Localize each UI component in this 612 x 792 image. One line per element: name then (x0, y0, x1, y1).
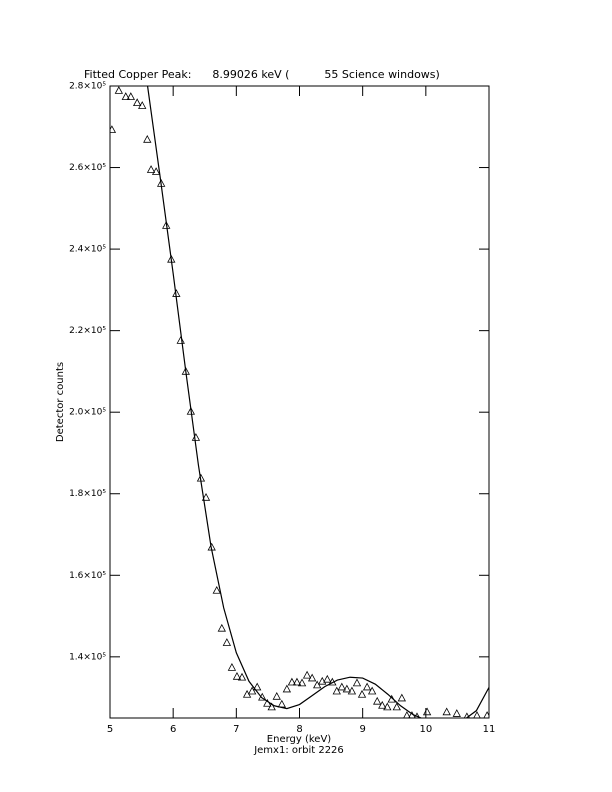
data-point (383, 702, 392, 711)
data-point (352, 678, 362, 687)
data-point (473, 711, 481, 718)
y-tick-label: 2.4×10⁵ (69, 245, 106, 255)
x-tick-label: 5 (107, 724, 113, 735)
data-point (483, 711, 489, 718)
data-point (253, 682, 262, 691)
x-axis-label: Energy (keV) (267, 734, 332, 745)
data-point (217, 623, 226, 632)
y-tick-label: 2.0×10⁵ (69, 408, 106, 418)
data-point (143, 134, 152, 143)
data-point (237, 672, 247, 681)
data-point (332, 686, 341, 695)
data-point (212, 585, 221, 594)
x-tick-label: 7 (233, 724, 239, 735)
data-point (277, 699, 286, 708)
y-axis-label: Detector counts (55, 362, 66, 442)
data-point (442, 707, 451, 716)
y-tick-label: 2.6×10⁵ (69, 163, 106, 173)
data-point (397, 693, 406, 702)
data-point (114, 86, 124, 94)
data-point (452, 709, 461, 717)
data-point (422, 707, 432, 716)
x-tick-label: 10 (419, 724, 432, 735)
data-point (121, 92, 130, 100)
plot-area (110, 86, 489, 718)
data-point (297, 678, 307, 687)
data-point (110, 125, 117, 133)
data-point (138, 101, 147, 109)
data-point (272, 691, 281, 700)
data-point (132, 98, 142, 107)
plot-frame (109, 85, 490, 719)
data-point (323, 674, 332, 683)
data-point (287, 677, 297, 686)
data-point (232, 671, 242, 680)
fit-line (146, 86, 489, 718)
x-tick-label: 6 (170, 724, 176, 735)
x-tick-label: 11 (483, 724, 496, 735)
data-point (387, 694, 396, 703)
data-point (267, 702, 276, 711)
chart-title: Fitted Copper Peak: 8.99026 keV ( 55 Sci… (84, 68, 440, 81)
y-tick-label: 1.8×10⁵ (69, 489, 106, 499)
y-tick-label: 1.6×10⁵ (69, 571, 106, 581)
y-tick-label: 1.4×10⁵ (69, 652, 106, 662)
data-point (126, 92, 136, 100)
x-tick-label: 8 (296, 724, 302, 735)
subtitle: Jemx1: orbit 2226 (253, 745, 344, 756)
x-tick-label: 9 (359, 724, 365, 735)
data-point (302, 670, 312, 679)
data-point (247, 686, 257, 695)
data-point (318, 676, 327, 685)
data-point (151, 167, 161, 175)
data-point (373, 696, 382, 705)
data-point (191, 433, 201, 441)
data-point (222, 638, 232, 646)
data-point (176, 335, 185, 344)
data-point (292, 677, 302, 686)
y-tick-label: 2.2×10⁵ (69, 326, 106, 336)
y-tick-label: 2.8×10⁵ (69, 82, 106, 92)
data-point (362, 682, 372, 691)
data-point (162, 221, 171, 229)
data-point (146, 165, 156, 173)
data-point (186, 406, 196, 415)
data-point (357, 689, 367, 698)
data-point (313, 680, 322, 689)
data-point (347, 686, 357, 695)
data-point (227, 663, 237, 671)
data-point (342, 684, 352, 693)
data-point (367, 686, 377, 695)
data-point (337, 682, 346, 691)
data-point (378, 700, 387, 709)
data-point (282, 684, 292, 693)
data-point (307, 673, 317, 682)
data-point (201, 492, 211, 501)
data-point (392, 702, 401, 711)
data-point (403, 711, 411, 718)
